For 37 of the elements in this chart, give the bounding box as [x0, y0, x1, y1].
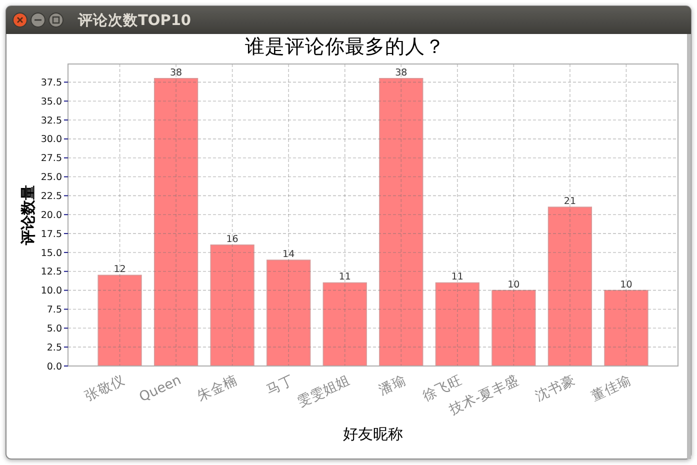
data-label: 10	[508, 279, 520, 290]
y-tick-label: 5.0	[46, 323, 62, 334]
data-label: 11	[338, 272, 351, 283]
y-tick-label: 27.5	[40, 153, 62, 164]
y-tick-label: 15.0	[40, 248, 62, 259]
y-tick-label: 20.0	[40, 210, 62, 221]
y-tick-label: 10.0	[40, 286, 62, 297]
y-tick-label: 32.5	[40, 115, 62, 126]
y-tick-label: 0.0	[46, 361, 62, 372]
y-tick-label: 17.5	[40, 228, 62, 240]
x-tick-label: 董佳瑜	[589, 372, 634, 404]
x-axis-title: 好友昵称	[343, 425, 403, 443]
data-label: 38	[170, 67, 182, 78]
data-label: 38	[395, 67, 408, 78]
y-tick-label: 2.5	[46, 342, 62, 354]
data-label: 11	[451, 272, 464, 283]
y-tick-label: 22.5	[40, 191, 62, 202]
y-tick-label: 35.0	[40, 96, 62, 108]
data-label: 12	[114, 264, 126, 276]
x-tick-label: 雯雯姐姐	[295, 372, 353, 410]
y-tick-label: 30.0	[40, 134, 62, 146]
data-label: 16	[226, 234, 238, 245]
text: 评论次数TOP10	[77, 12, 192, 29]
x-tick-label: 张敬仪	[82, 372, 128, 404]
data-label: 21	[564, 196, 576, 208]
y-tick-label: 7.5	[46, 304, 62, 316]
y-tick-label: 12.5	[40, 266, 62, 278]
x-tick-label: 沈书豪	[532, 372, 578, 404]
y-tick-label: 25.0	[40, 172, 62, 184]
y-axis-title: 评论数量	[19, 185, 37, 246]
data-label: 14	[282, 249, 295, 260]
data-label: 10	[620, 279, 632, 290]
x-tick-label: 潘瑜	[376, 372, 409, 398]
x-tick-label: 朱金楠	[195, 372, 240, 404]
chart-title: 谁是评论你最多的人？	[245, 35, 445, 58]
x-tick-label: 马丁	[264, 372, 296, 398]
y-tick-label: 37.5	[40, 77, 62, 88]
